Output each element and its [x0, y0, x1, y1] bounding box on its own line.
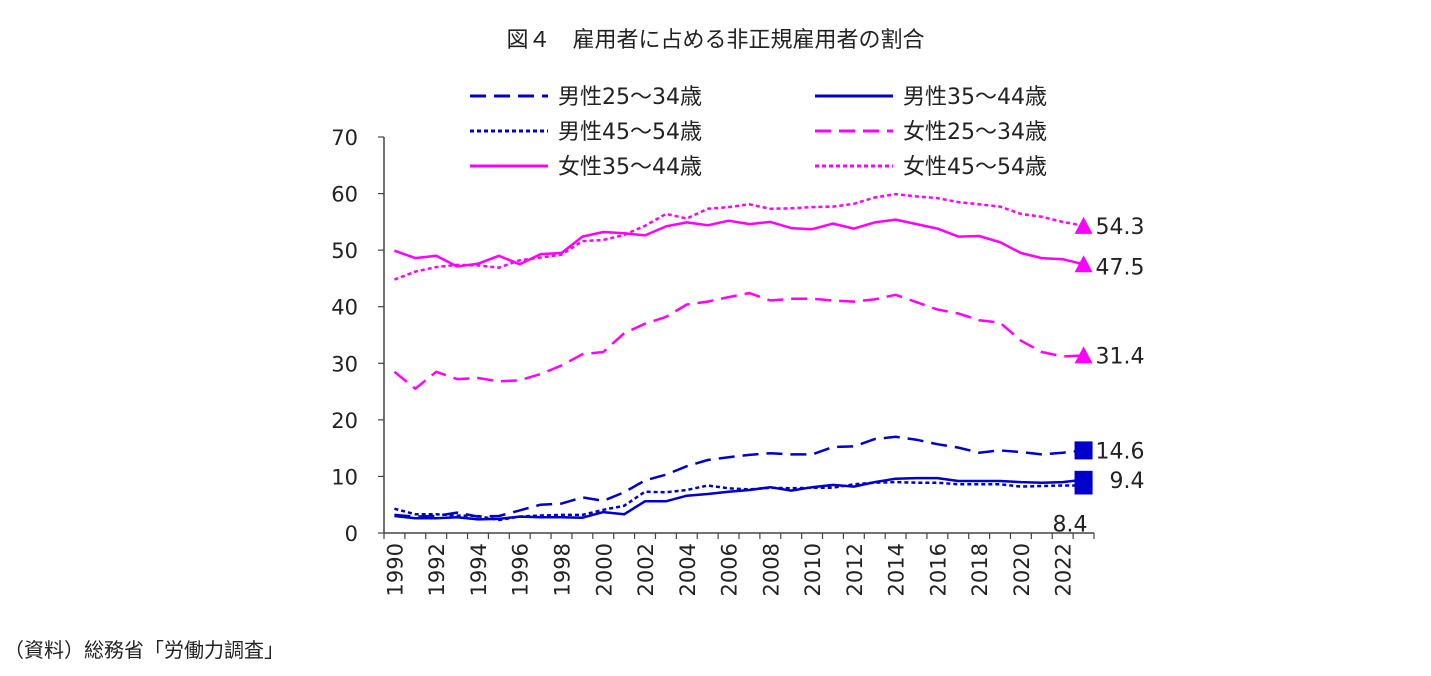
x-tick-label: 1994: [467, 543, 491, 596]
end-value-label: 8.4: [1053, 512, 1088, 537]
y-tick-label: 50: [331, 239, 358, 263]
y-tick-label: 0: [345, 522, 358, 546]
x-tick-label: 2020: [1010, 543, 1034, 596]
y-tick-label: 70: [331, 126, 358, 150]
legend-label: 男性35～44歳: [903, 85, 1047, 110]
x-tick-label: 1998: [551, 543, 575, 596]
x-tick-label: 2002: [634, 543, 658, 596]
end-marker-square: [1074, 441, 1093, 460]
series-line-1: [394, 476, 1084, 521]
chart-title: 図４ 雇用者に占める非正規雇用者の割合: [506, 28, 925, 53]
end-value-label: 54.3: [1096, 215, 1145, 240]
y-tick-label: 60: [331, 183, 358, 207]
end-value-label: 47.5: [1096, 255, 1145, 280]
y-tick-label: 40: [331, 296, 358, 320]
series-line-0: [394, 435, 1084, 518]
end-value-label: 31.4: [1096, 344, 1145, 369]
legend-label: 男性25～34歳: [558, 85, 702, 110]
legend-label: 女性35～44歳: [558, 155, 702, 180]
x-tick-label: 2012: [843, 543, 867, 596]
end-marker-triangle: [1074, 346, 1093, 364]
series-group: [393, 192, 1084, 522]
x-tick-label: 1992: [425, 543, 449, 596]
axes: 0 10 20 30 40 50 60 70 1990 1992 1994 1996 1998 2000 2…: [331, 126, 1095, 596]
x-tick-label: 2014: [885, 543, 909, 596]
x-tick-label: 2016: [926, 543, 950, 596]
y-tick-label: 10: [331, 465, 358, 489]
y-tick-label: 20: [331, 409, 358, 433]
legend-label: 男性45～54歳: [558, 120, 702, 145]
series-line-2: [394, 480, 1084, 522]
end-labels: 54.3 47.5 31.4 14.6 9.4 8.4: [1053, 215, 1145, 538]
source-note: （資料）総務省「労働力調査」: [4, 638, 284, 662]
x-tick-label: 1996: [509, 543, 533, 596]
series-line-5: [393, 192, 1084, 281]
x-tick-label: 1990: [383, 543, 407, 596]
end-value-label: 14.6: [1096, 439, 1145, 464]
x-tick-label: 2008: [759, 543, 783, 596]
end-value-label: 9.4: [1110, 469, 1145, 494]
y-tick-label: 30: [331, 352, 358, 376]
x-tick-label: 2010: [801, 543, 825, 596]
x-tick-label: 2000: [592, 543, 616, 596]
x-tick-label: 2006: [718, 543, 742, 596]
x-tick-label: 2004: [676, 543, 700, 596]
x-tick-label: 2018: [968, 543, 992, 596]
end-marker-triangle: [1074, 216, 1093, 234]
x-tick-label: 2022: [1052, 543, 1076, 596]
series-line-3: [393, 291, 1084, 390]
end-marker-triangle: [1074, 255, 1093, 273]
end-marker-square: [1074, 476, 1093, 495]
legend-label: 女性45～54歳: [903, 155, 1047, 180]
series-line-4: [393, 218, 1084, 268]
legend-label: 女性25～34歳: [903, 120, 1047, 145]
